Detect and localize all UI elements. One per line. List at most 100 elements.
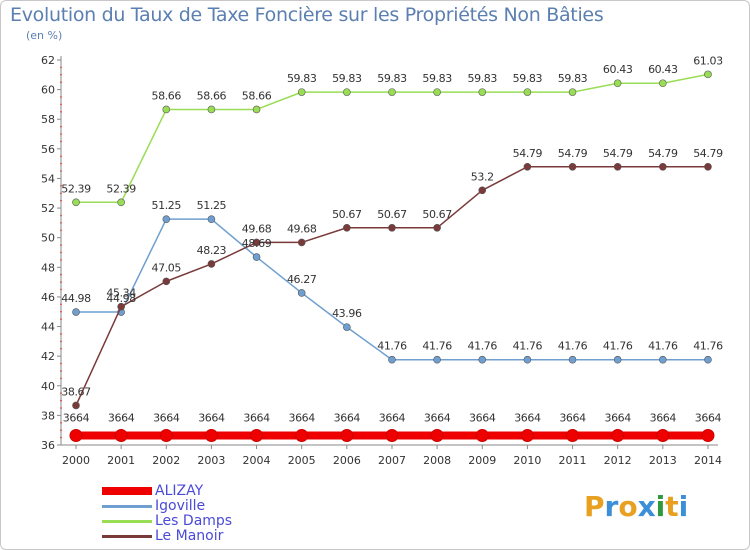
proxiti-logo: Proxiti bbox=[584, 490, 688, 523]
data-label-les-damps: 59.83 bbox=[332, 72, 362, 85]
y-minor-tick bbox=[60, 199, 62, 202]
data-point-alizay bbox=[204, 429, 218, 443]
x-tick-label: 2001 bbox=[107, 454, 135, 467]
y-minor-tick bbox=[60, 192, 62, 195]
data-label-igoville: 41.76 bbox=[693, 340, 723, 353]
y-minor-tick bbox=[60, 140, 62, 143]
data-label-alizay: 3664 bbox=[604, 412, 631, 425]
y-tick-label: 48 bbox=[41, 261, 55, 274]
legend-swatch bbox=[102, 505, 152, 508]
x-tick-label: 2005 bbox=[288, 454, 316, 467]
data-point-les-damps bbox=[433, 88, 441, 96]
y-minor-tick bbox=[60, 273, 62, 276]
data-point-les-damps bbox=[72, 198, 80, 207]
data-label-les-damps: 61.03 bbox=[693, 54, 723, 67]
data-label-igoville: 51.25 bbox=[197, 199, 227, 212]
data-point-les-damps bbox=[659, 79, 667, 88]
data-label-les-damps: 59.83 bbox=[558, 72, 588, 85]
data-point-les-damps bbox=[297, 88, 306, 96]
data-label-les-damps: 59.83 bbox=[287, 72, 317, 85]
data-point-les-damps bbox=[343, 88, 351, 96]
y-minor-tick bbox=[60, 340, 62, 343]
data-label-les-damps: 59.83 bbox=[468, 72, 498, 85]
data-point-les-damps bbox=[162, 105, 171, 114]
y-minor-tick bbox=[60, 333, 62, 335]
y-minor-tick bbox=[60, 377, 62, 380]
data-point-igoville bbox=[523, 355, 532, 364]
data-point-les-damps bbox=[478, 88, 487, 96]
data-label-igoville: 51.25 bbox=[152, 199, 182, 212]
y-tick-label: 44 bbox=[41, 321, 55, 334]
data-label-igoville: 41.76 bbox=[468, 340, 498, 353]
x-tick-label: 2011 bbox=[559, 454, 587, 467]
y-minor-tick bbox=[60, 362, 62, 365]
data-label-alizay: 3664 bbox=[63, 412, 90, 425]
data-label-alizay: 3664 bbox=[108, 412, 135, 425]
data-label-le-manoir: 54.79 bbox=[603, 147, 633, 160]
y-minor-tick bbox=[60, 303, 62, 306]
data-point-alizay bbox=[385, 429, 399, 443]
data-point-igoville bbox=[388, 355, 396, 364]
y-minor-tick bbox=[60, 103, 62, 106]
data-point-le-manoir bbox=[568, 162, 577, 171]
data-point-igoville bbox=[297, 289, 306, 297]
data-label-alizay: 3664 bbox=[334, 412, 361, 425]
data-point-alizay bbox=[611, 429, 625, 443]
x-tick-label: 2012 bbox=[604, 454, 632, 467]
data-point-les-damps bbox=[523, 88, 532, 96]
y-tick-label: 60 bbox=[41, 84, 55, 97]
data-label-igoville: 41.76 bbox=[648, 340, 678, 353]
data-point-le-manoir bbox=[207, 260, 216, 268]
data-point-igoville bbox=[252, 253, 261, 261]
data-label-le-manoir: 54.79 bbox=[558, 147, 588, 160]
data-label-alizay: 3664 bbox=[379, 412, 406, 425]
data-label-igoville: 46.27 bbox=[287, 273, 317, 286]
data-label-igoville: 44.98 bbox=[106, 292, 136, 305]
data-label-le-manoir: 50.67 bbox=[377, 208, 407, 221]
data-point-igoville bbox=[568, 355, 577, 364]
logo-letter: i bbox=[678, 490, 689, 523]
data-label-alizay: 3664 bbox=[469, 412, 496, 425]
legend-label: Igoville bbox=[155, 498, 206, 514]
x-tick-label: 2009 bbox=[468, 454, 496, 467]
y-tick-label: 38 bbox=[41, 409, 55, 422]
data-label-les-damps: 58.66 bbox=[197, 89, 227, 102]
legend-label: Le Manoir bbox=[155, 528, 224, 544]
data-label-alizay: 3664 bbox=[198, 412, 225, 425]
y-tick-label: 56 bbox=[41, 143, 55, 156]
y-tick-label: 50 bbox=[41, 232, 55, 245]
data-label-le-manoir: 53.2 bbox=[471, 170, 494, 183]
data-point-alizay bbox=[656, 429, 670, 443]
data-label-le-manoir: 54.79 bbox=[648, 147, 678, 160]
data-point-les-damps bbox=[117, 198, 125, 207]
logo-letter: o bbox=[618, 490, 638, 523]
data-label-les-damps: 58.66 bbox=[152, 89, 182, 102]
data-point-igoville bbox=[162, 215, 171, 223]
data-point-le-manoir bbox=[388, 223, 396, 232]
data-label-les-damps: 58.66 bbox=[242, 89, 272, 102]
y-minor-tick bbox=[60, 221, 62, 224]
data-point-le-manoir bbox=[478, 186, 487, 195]
data-label-le-manoir: 50.67 bbox=[422, 208, 452, 221]
data-label-alizay: 3664 bbox=[695, 412, 722, 425]
x-tick-label: 2000 bbox=[62, 454, 90, 467]
data-label-le-manoir: 49.68 bbox=[242, 222, 272, 235]
data-point-les-damps bbox=[704, 70, 712, 79]
data-point-alizay bbox=[69, 429, 83, 443]
data-point-les-damps bbox=[388, 88, 396, 96]
data-point-igoville bbox=[207, 215, 216, 223]
data-point-igoville bbox=[704, 355, 712, 364]
legend-swatch bbox=[102, 520, 152, 523]
data-point-alizay bbox=[159, 429, 173, 443]
data-point-le-manoir bbox=[297, 238, 306, 247]
x-tick-label: 2010 bbox=[513, 454, 541, 467]
data-point-igoville bbox=[659, 355, 667, 364]
y-minor-tick bbox=[60, 125, 62, 128]
logo-letter: P bbox=[584, 490, 605, 523]
data-label-alizay: 3664 bbox=[243, 412, 270, 425]
x-tick-label: 2003 bbox=[197, 454, 225, 467]
y-minor-tick bbox=[60, 162, 62, 165]
data-label-les-damps: 59.83 bbox=[422, 72, 452, 85]
data-point-les-damps bbox=[568, 88, 577, 96]
y-tick-label: 42 bbox=[41, 350, 55, 363]
